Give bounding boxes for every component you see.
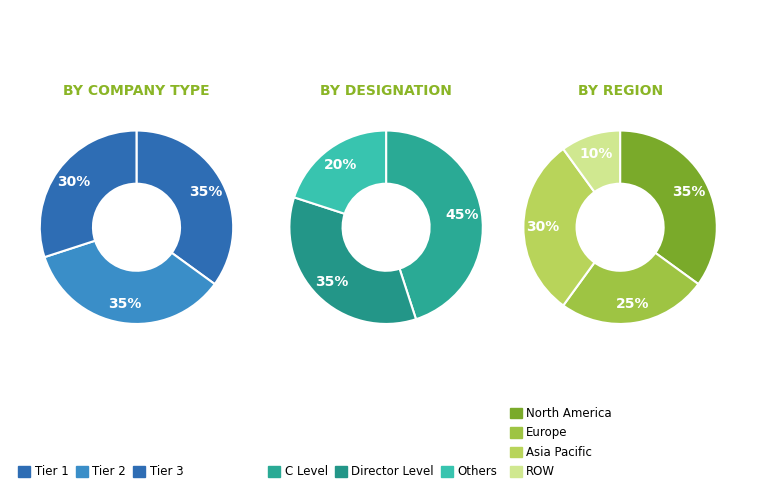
Legend: North America, Europe, Asia Pacific, ROW: North America, Europe, Asia Pacific, ROW xyxy=(505,402,617,483)
Text: 30%: 30% xyxy=(57,175,90,189)
Text: 30%: 30% xyxy=(526,220,559,234)
Wedge shape xyxy=(40,130,136,257)
Text: 35%: 35% xyxy=(189,185,222,199)
Title: BY REGION: BY REGION xyxy=(577,84,663,98)
Wedge shape xyxy=(289,197,416,324)
Legend: Tier 1, Tier 2, Tier 3: Tier 1, Tier 2, Tier 3 xyxy=(14,461,188,483)
Wedge shape xyxy=(523,149,594,305)
Wedge shape xyxy=(44,241,215,324)
Text: 35%: 35% xyxy=(108,297,141,311)
Wedge shape xyxy=(294,130,386,214)
Text: 20%: 20% xyxy=(324,158,357,171)
Text: 35%: 35% xyxy=(314,275,348,289)
Wedge shape xyxy=(136,130,233,284)
Text: 45%: 45% xyxy=(446,208,479,222)
Title: BY COMPANY TYPE: BY COMPANY TYPE xyxy=(63,84,210,98)
Text: 10%: 10% xyxy=(580,147,613,161)
Wedge shape xyxy=(620,130,717,284)
Wedge shape xyxy=(563,130,620,192)
Text: 25%: 25% xyxy=(615,297,649,311)
Wedge shape xyxy=(386,130,483,319)
Wedge shape xyxy=(563,253,698,324)
Text: 35%: 35% xyxy=(672,185,706,199)
Title: BY DESIGNATION: BY DESIGNATION xyxy=(320,84,452,98)
Legend: C Level, Director Level, Others: C Level, Director Level, Others xyxy=(264,461,502,483)
